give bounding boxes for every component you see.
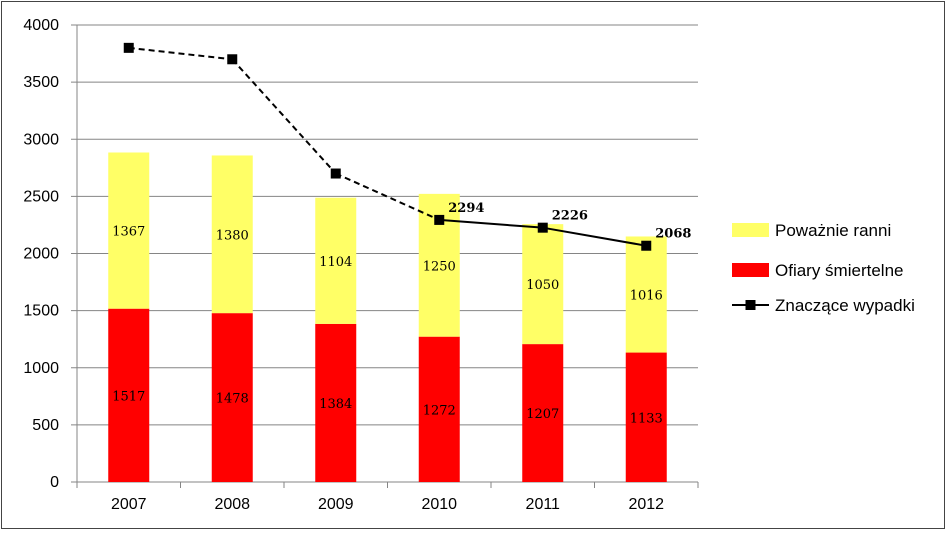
line-segment bbox=[231, 58, 337, 175]
y-tick-label: 1500 bbox=[23, 303, 59, 320]
x-tick-label: 2012 bbox=[628, 496, 664, 513]
bar-data-label: 1104 bbox=[319, 255, 352, 270]
bars bbox=[108, 152, 667, 482]
bar-data-label: 1272 bbox=[423, 403, 456, 418]
legend-label: Znaczące wypadki bbox=[775, 296, 915, 315]
line-data-label: 2294 bbox=[448, 201, 484, 216]
y-tick-label: 3500 bbox=[23, 74, 59, 91]
line-data-label: 2068 bbox=[655, 227, 691, 242]
line-marker bbox=[123, 42, 134, 53]
bar-data-label: 1517 bbox=[112, 389, 145, 404]
x-tick-label: 2010 bbox=[421, 496, 457, 513]
bar-data-label: 1478 bbox=[216, 392, 249, 407]
legend-swatch-marker bbox=[745, 300, 756, 310]
y-tick-label: 2000 bbox=[23, 246, 59, 263]
bar-segment-powaznie-ranni bbox=[522, 224, 564, 345]
line-data-label: 2226 bbox=[552, 209, 588, 224]
line-marker bbox=[641, 240, 652, 251]
bar-data-label: 1133 bbox=[630, 411, 663, 426]
bar-segment-ofiary-smiertelne bbox=[418, 336, 460, 482]
x-tick-label: 2007 bbox=[111, 496, 147, 513]
bar-data-label: 1207 bbox=[526, 407, 559, 422]
bar-data-label: 1250 bbox=[423, 259, 456, 274]
bar-data-label: 1367 bbox=[112, 225, 145, 240]
y-tick-label: 0 bbox=[50, 474, 59, 491]
y-tick-label: 3000 bbox=[23, 131, 59, 148]
bar-segment-powaznie-ranni bbox=[211, 155, 253, 314]
x-tick-label: 2009 bbox=[318, 496, 354, 513]
bar-data-label: 1016 bbox=[630, 289, 663, 304]
x-tick-label: 2011 bbox=[526, 496, 561, 513]
bar-segment-powaznie-ranni bbox=[108, 152, 150, 309]
line-marker bbox=[330, 168, 341, 179]
bar-segment-ofiary-smiertelne bbox=[211, 313, 253, 482]
line-marker bbox=[537, 222, 548, 233]
legend: Poważnie ranni Ofiary śmiertelne Znaczące … bbox=[732, 221, 915, 315]
bar-data-label: 1380 bbox=[216, 228, 249, 243]
line-segment bbox=[128, 46, 233, 61]
bar-segment-powaznie-ranni bbox=[625, 236, 667, 353]
bar-segment-ofiary-smiertelne bbox=[522, 344, 564, 482]
line-marker bbox=[434, 214, 445, 225]
line-series bbox=[123, 42, 652, 251]
line-segment bbox=[542, 226, 647, 247]
bar-data-label: 1050 bbox=[526, 278, 559, 293]
y-tick-label: 2500 bbox=[23, 188, 59, 205]
y-tick-label: 500 bbox=[32, 417, 59, 434]
data-labels: 1517 1367 1478 1380 1384 1104 1272 1250 1207 1050… bbox=[112, 201, 691, 426]
line-segment bbox=[335, 172, 440, 221]
bar-segment-ofiary-smiertelne bbox=[315, 323, 357, 482]
legend-swatch-ofiary-smiertelne bbox=[732, 263, 769, 277]
legend-swatch-powaznie-ranni bbox=[732, 223, 769, 237]
y-tick-label: 4000 bbox=[23, 17, 59, 34]
axes: 0 500 1000 1500 2000 2500 3000 3500 4000 2007 2008… bbox=[23, 17, 699, 513]
bar-segment-ofiary-smiertelne bbox=[625, 352, 667, 482]
line-marker bbox=[227, 54, 238, 65]
line-segment bbox=[439, 218, 543, 229]
legend-label: Poważnie ranni bbox=[775, 221, 891, 240]
legend-label: Ofiary śmiertelne bbox=[775, 261, 903, 280]
bar-segment-ofiary-smiertelne bbox=[108, 308, 150, 482]
x-tick-label: 2008 bbox=[214, 496, 250, 513]
bar-segment-powaznie-ranni bbox=[315, 197, 357, 324]
gridlines bbox=[77, 24, 698, 426]
bar-data-label: 1384 bbox=[319, 397, 352, 412]
y-tick-label: 1000 bbox=[23, 360, 59, 377]
